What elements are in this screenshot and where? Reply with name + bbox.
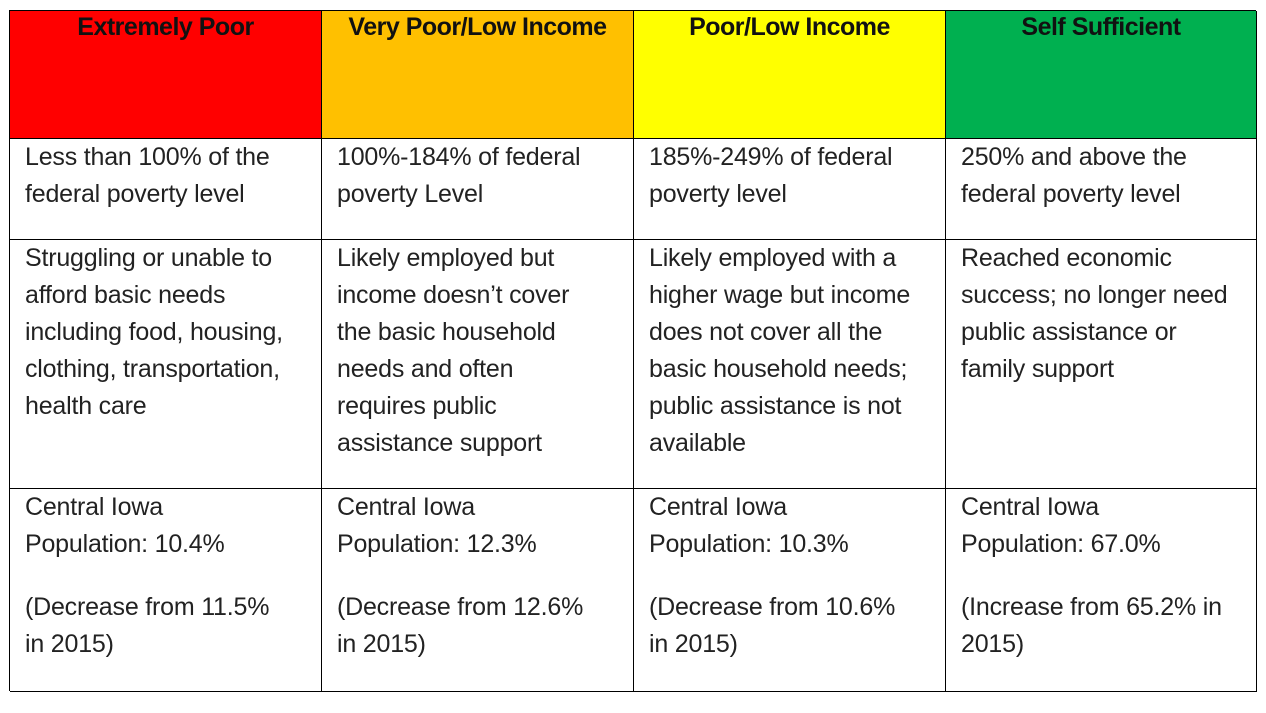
description-text: Likely employed with a higher wage but i… [649, 244, 911, 457]
header-self-sufficient: Self Sufficient [946, 11, 1257, 139]
description-cell: Struggling or unable to afford basic nee… [10, 240, 322, 489]
poverty-level-text: Less than 100% of the federal poverty le… [25, 143, 270, 208]
population-text: Central Iowa Population: 10.4% [25, 493, 225, 558]
description-text: Reached economic success; no longer need… [961, 244, 1228, 383]
poverty-level-cell: Less than 100% of the federal poverty le… [10, 139, 322, 240]
population-change-text: (Decrease from 10.6% in 2015) [649, 593, 896, 658]
header-extremely-poor: Extremely Poor [10, 11, 322, 139]
population-cell: Central Iowa Population: 12.3% (Decrease… [322, 489, 634, 692]
population-change-text: (Decrease from 11.5% in 2015) [25, 593, 270, 658]
description-text: Likely employed but income doesn’t cover… [337, 244, 570, 457]
population-text: Central Iowa Population: 12.3% [337, 493, 537, 558]
population-cell: Central Iowa Population: 10.4% (Decrease… [10, 489, 322, 692]
poverty-level-cell: 250% and above the federal poverty level [946, 139, 1257, 240]
header-very-poor-low-income: Very Poor/Low Income [322, 11, 634, 139]
poverty-level-text: 100%-184% of federal poverty Level [337, 143, 581, 208]
description-cell: Reached economic success; no longer need… [946, 240, 1257, 489]
population-cell: Central Iowa Population: 10.3% (Decrease… [634, 489, 946, 692]
poverty-level-text: 185%-249% of federal poverty level [649, 143, 893, 208]
population-text: Central Iowa Population: 67.0% [961, 493, 1161, 558]
poverty-level-cell: 185%-249% of federal poverty level [634, 139, 946, 240]
description-cell: Likely employed with a higher wage but i… [634, 240, 946, 489]
description-cell: Likely employed but income doesn’t cover… [322, 240, 634, 489]
population-change-text: (Increase from 65.2% in 2015) [961, 593, 1222, 658]
income-levels-table: Extremely Poor Very Poor/Low Income Poor… [9, 10, 1257, 692]
description-text: Struggling or unable to afford basic nee… [25, 244, 283, 420]
header-poor-low-income: Poor/Low Income [634, 11, 946, 139]
population-change-text: (Decrease from 12.6% in 2015) [337, 593, 584, 658]
poverty-level-text: 250% and above the federal poverty level [961, 143, 1187, 208]
population-cell: Central Iowa Population: 67.0% (Increase… [946, 489, 1257, 692]
poverty-level-cell: 100%-184% of federal poverty Level [322, 139, 634, 240]
population-text: Central Iowa Population: 10.3% [649, 493, 849, 558]
